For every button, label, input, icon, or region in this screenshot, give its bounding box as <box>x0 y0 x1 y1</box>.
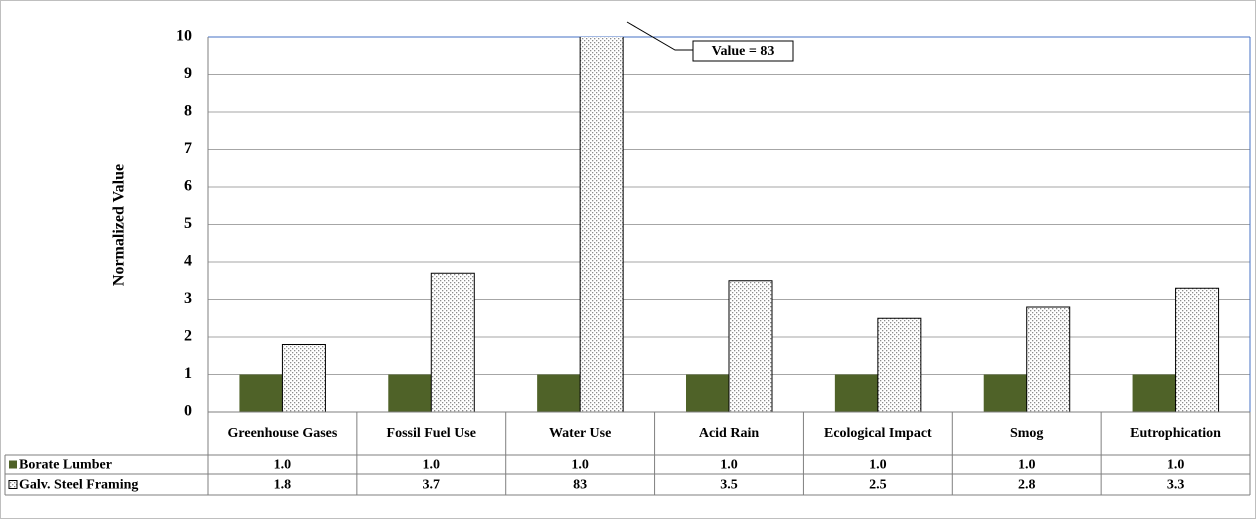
table-value: 2.5 <box>869 478 887 493</box>
table-value: 1.0 <box>720 458 738 473</box>
table-value: 1.0 <box>1018 458 1036 473</box>
bar <box>281 344 326 413</box>
bar <box>1026 306 1071 413</box>
category-cell: Smog <box>1009 425 1044 441</box>
category-cell: Greenhouse Gases <box>227 425 338 441</box>
annotation-leader <box>626 21 693 51</box>
y-axis-label: Normalized Value <box>111 164 128 286</box>
table-value: 3.3 <box>1167 478 1185 493</box>
bar <box>430 272 475 413</box>
table-value: 83 <box>573 478 587 493</box>
bar <box>1132 374 1176 412</box>
y-tick-label: 4 <box>184 253 192 270</box>
x-tick-label: Smog <box>1009 425 1044 441</box>
table-value: 1.0 <box>571 458 589 473</box>
y-tick-label: 10 <box>176 28 192 45</box>
legend-label: Borate Lumber <box>19 458 112 473</box>
y-tick-label: 8 <box>184 103 192 120</box>
legend-key <box>9 460 17 469</box>
table-value: 1.0 <box>1167 458 1185 473</box>
legend-label: Galv. Steel Framing <box>19 478 138 493</box>
x-tick-label: Acid Rain <box>698 425 760 441</box>
y-tick-label: 0 <box>184 403 192 420</box>
bar <box>834 374 878 412</box>
bar <box>388 374 432 412</box>
x-tick-label: Fossil Fuel Use <box>386 425 476 441</box>
bar <box>239 374 283 412</box>
x-tick-label: Water Use <box>548 425 612 441</box>
bar <box>537 374 581 412</box>
y-tick-label: 5 <box>184 215 192 232</box>
annotation-box <box>692 40 794 62</box>
x-tick-label: Ecological Impact <box>823 425 932 441</box>
bar <box>1175 287 1220 413</box>
y-tick-label: 6 <box>184 178 192 195</box>
y-tick-label: 1 <box>184 365 192 382</box>
table-value: 1.8 <box>274 478 292 493</box>
category-cell: Water Use <box>548 425 612 441</box>
table-value: 1.0 <box>274 458 292 473</box>
legend-key <box>8 480 18 489</box>
x-tick-label: Greenhouse Gases <box>227 425 338 441</box>
y-tick-label: 2 <box>184 328 192 345</box>
bar <box>579 37 624 413</box>
category-cell: Fossil Fuel Use <box>386 425 476 441</box>
table-value: 3.7 <box>423 478 441 493</box>
bar <box>877 317 922 413</box>
bar <box>686 374 729 412</box>
y-tick-label: 9 <box>184 65 192 82</box>
annotation: Value = 83 <box>712 44 775 59</box>
category-cell: Acid Rain <box>698 425 760 441</box>
y-tick-label: 7 <box>184 140 192 157</box>
bar <box>728 280 773 413</box>
table-value: 3.5 <box>720 478 738 493</box>
x-tick-label: Eutrophication <box>1130 425 1221 441</box>
table-value: 2.8 <box>1018 478 1036 493</box>
table-value: 1.0 <box>869 458 887 473</box>
bar <box>983 374 1027 412</box>
category-cell: Ecological Impact <box>823 425 932 441</box>
y-tick-label: 3 <box>184 290 192 307</box>
table-value: 1.0 <box>423 458 441 473</box>
category-cell: Eutrophication <box>1130 425 1221 441</box>
